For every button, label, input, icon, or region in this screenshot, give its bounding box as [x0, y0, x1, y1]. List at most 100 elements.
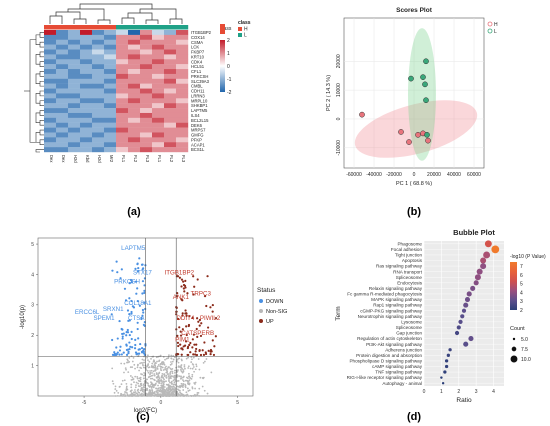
heatmap-cell [92, 93, 105, 99]
heatmap-cell [140, 142, 153, 148]
term-label: Autophagy - animal [382, 381, 422, 386]
volcano-point-nonsig [141, 373, 143, 376]
heatmap-column-label: FL1 [157, 155, 162, 163]
volcano-point-nonsig [183, 364, 186, 366]
heatmap-cell [128, 78, 141, 84]
volcano-point-up [179, 330, 182, 333]
heatmap-row-label: PRKCSH [191, 74, 208, 79]
heatmap-row-label: SLC39A3 [191, 79, 210, 84]
volcano-point-down [128, 347, 131, 351]
volcano-point-nonsig [169, 367, 172, 370]
y-tick-label: -10000 [336, 140, 342, 156]
heatmap-cell [164, 93, 177, 99]
volcano-point-nonsig [120, 392, 122, 395]
heatmap-cell [164, 88, 177, 94]
y-tick-label: 10000 [336, 83, 342, 97]
heatmap-cell [104, 49, 117, 55]
volcano-point-nonsig [136, 377, 139, 380]
bubble-point [460, 314, 465, 319]
bubble-point [441, 382, 445, 385]
class-bar-cell [56, 25, 69, 30]
volcano-point-nonsig [141, 390, 144, 393]
volcano-point-nonsig [123, 379, 126, 382]
volcano-point-nonsig [201, 377, 204, 379]
heatmap-cell [176, 64, 189, 70]
colorbar-tick-label: 1 [227, 51, 230, 57]
volcano-point-down [136, 321, 139, 324]
heatmap-cell [56, 88, 69, 94]
row-dendrogram-link [39, 119, 44, 126]
volcano-point-down [139, 342, 142, 346]
heatmap-cell [140, 49, 153, 55]
volcano-point-nonsig [201, 385, 204, 388]
volcano-point-nonsig [143, 382, 146, 385]
heatmap-cell [140, 69, 153, 75]
volcano-point-nonsig [195, 365, 198, 368]
volcano-point-up [185, 312, 188, 315]
volcano-point-nonsig [128, 361, 131, 363]
y-tick-label: 20000 [336, 54, 342, 68]
volcano-point-nonsig [192, 394, 195, 397]
volcano-point-up [176, 291, 179, 295]
color-legend-tick: 7 [520, 264, 523, 270]
panel-label-c: (c) [136, 411, 150, 423]
class-legend-label: H [244, 27, 248, 33]
heatmap-cell [44, 93, 57, 99]
heatmap-cell [44, 39, 57, 45]
panel-label-d: (d) [407, 411, 421, 423]
heatmap-column-label: FL2 [169, 155, 174, 163]
heatmap-cell [56, 30, 69, 36]
volcano-point-up [209, 306, 212, 309]
row-dendrogram-link [39, 71, 44, 77]
volcano-point-down [134, 351, 138, 354]
volcano-point-nonsig [140, 384, 143, 387]
volcano-point-nonsig [131, 376, 134, 379]
volcano-point-nonsig [165, 374, 168, 377]
volcano-point-nonsig [192, 356, 195, 359]
term-label: Phagosome [397, 241, 422, 246]
legend-title: Status [257, 287, 276, 294]
volcano-point-down [137, 266, 140, 270]
heatmap-cell [44, 132, 57, 138]
volcano-point-down [134, 267, 137, 270]
heatmap-cell [44, 49, 57, 55]
bubble-point [476, 268, 483, 275]
volcano-point-nonsig [179, 366, 182, 369]
heatmap-cell [56, 112, 69, 119]
heatmap-cell [44, 78, 57, 84]
confidence-ellipse-L [408, 28, 436, 161]
heatmap-cell [68, 54, 81, 60]
heatmap-cell [152, 69, 165, 75]
volcano-point-nonsig [193, 370, 195, 373]
heatmap-cell [104, 132, 117, 138]
heatmap-row-label: CMBL [191, 84, 203, 89]
bubble-point [466, 291, 472, 297]
heatmap-cell [140, 83, 153, 89]
volcano-point-nonsig [169, 381, 171, 384]
heatmap-cell [56, 49, 69, 55]
volcano-point-nonsig [210, 371, 213, 374]
volcano-point-down [113, 351, 116, 354]
heatmap-cell [164, 142, 177, 148]
volcano-point-nonsig [154, 369, 157, 372]
volcano-point-nonsig [198, 395, 201, 397]
row-dendrogram-link [39, 61, 44, 67]
size-legend-marker [512, 337, 516, 341]
bubble-point [454, 330, 460, 336]
heatmap-cell [176, 34, 189, 40]
volcano-point-up [192, 353, 195, 356]
heatmap-row-label: LRRN3 [191, 93, 205, 98]
volcano-point-nonsig [169, 384, 171, 387]
heatmap-cell [116, 127, 129, 133]
volcano-point-nonsig [156, 365, 159, 368]
volcano-point-nonsig [179, 386, 182, 389]
volcano-point-nonsig [135, 384, 137, 386]
volcano-point-down [125, 353, 129, 356]
volcano-point-nonsig [156, 368, 159, 370]
volcano-point-nonsig [138, 380, 141, 383]
gene-label-down: SPEM1 [94, 315, 116, 322]
heatmap-cell [56, 64, 69, 70]
heatmap-cell [80, 73, 93, 79]
colorbar-tick-label: -1 [227, 77, 232, 83]
volcano-point-nonsig [187, 356, 190, 359]
